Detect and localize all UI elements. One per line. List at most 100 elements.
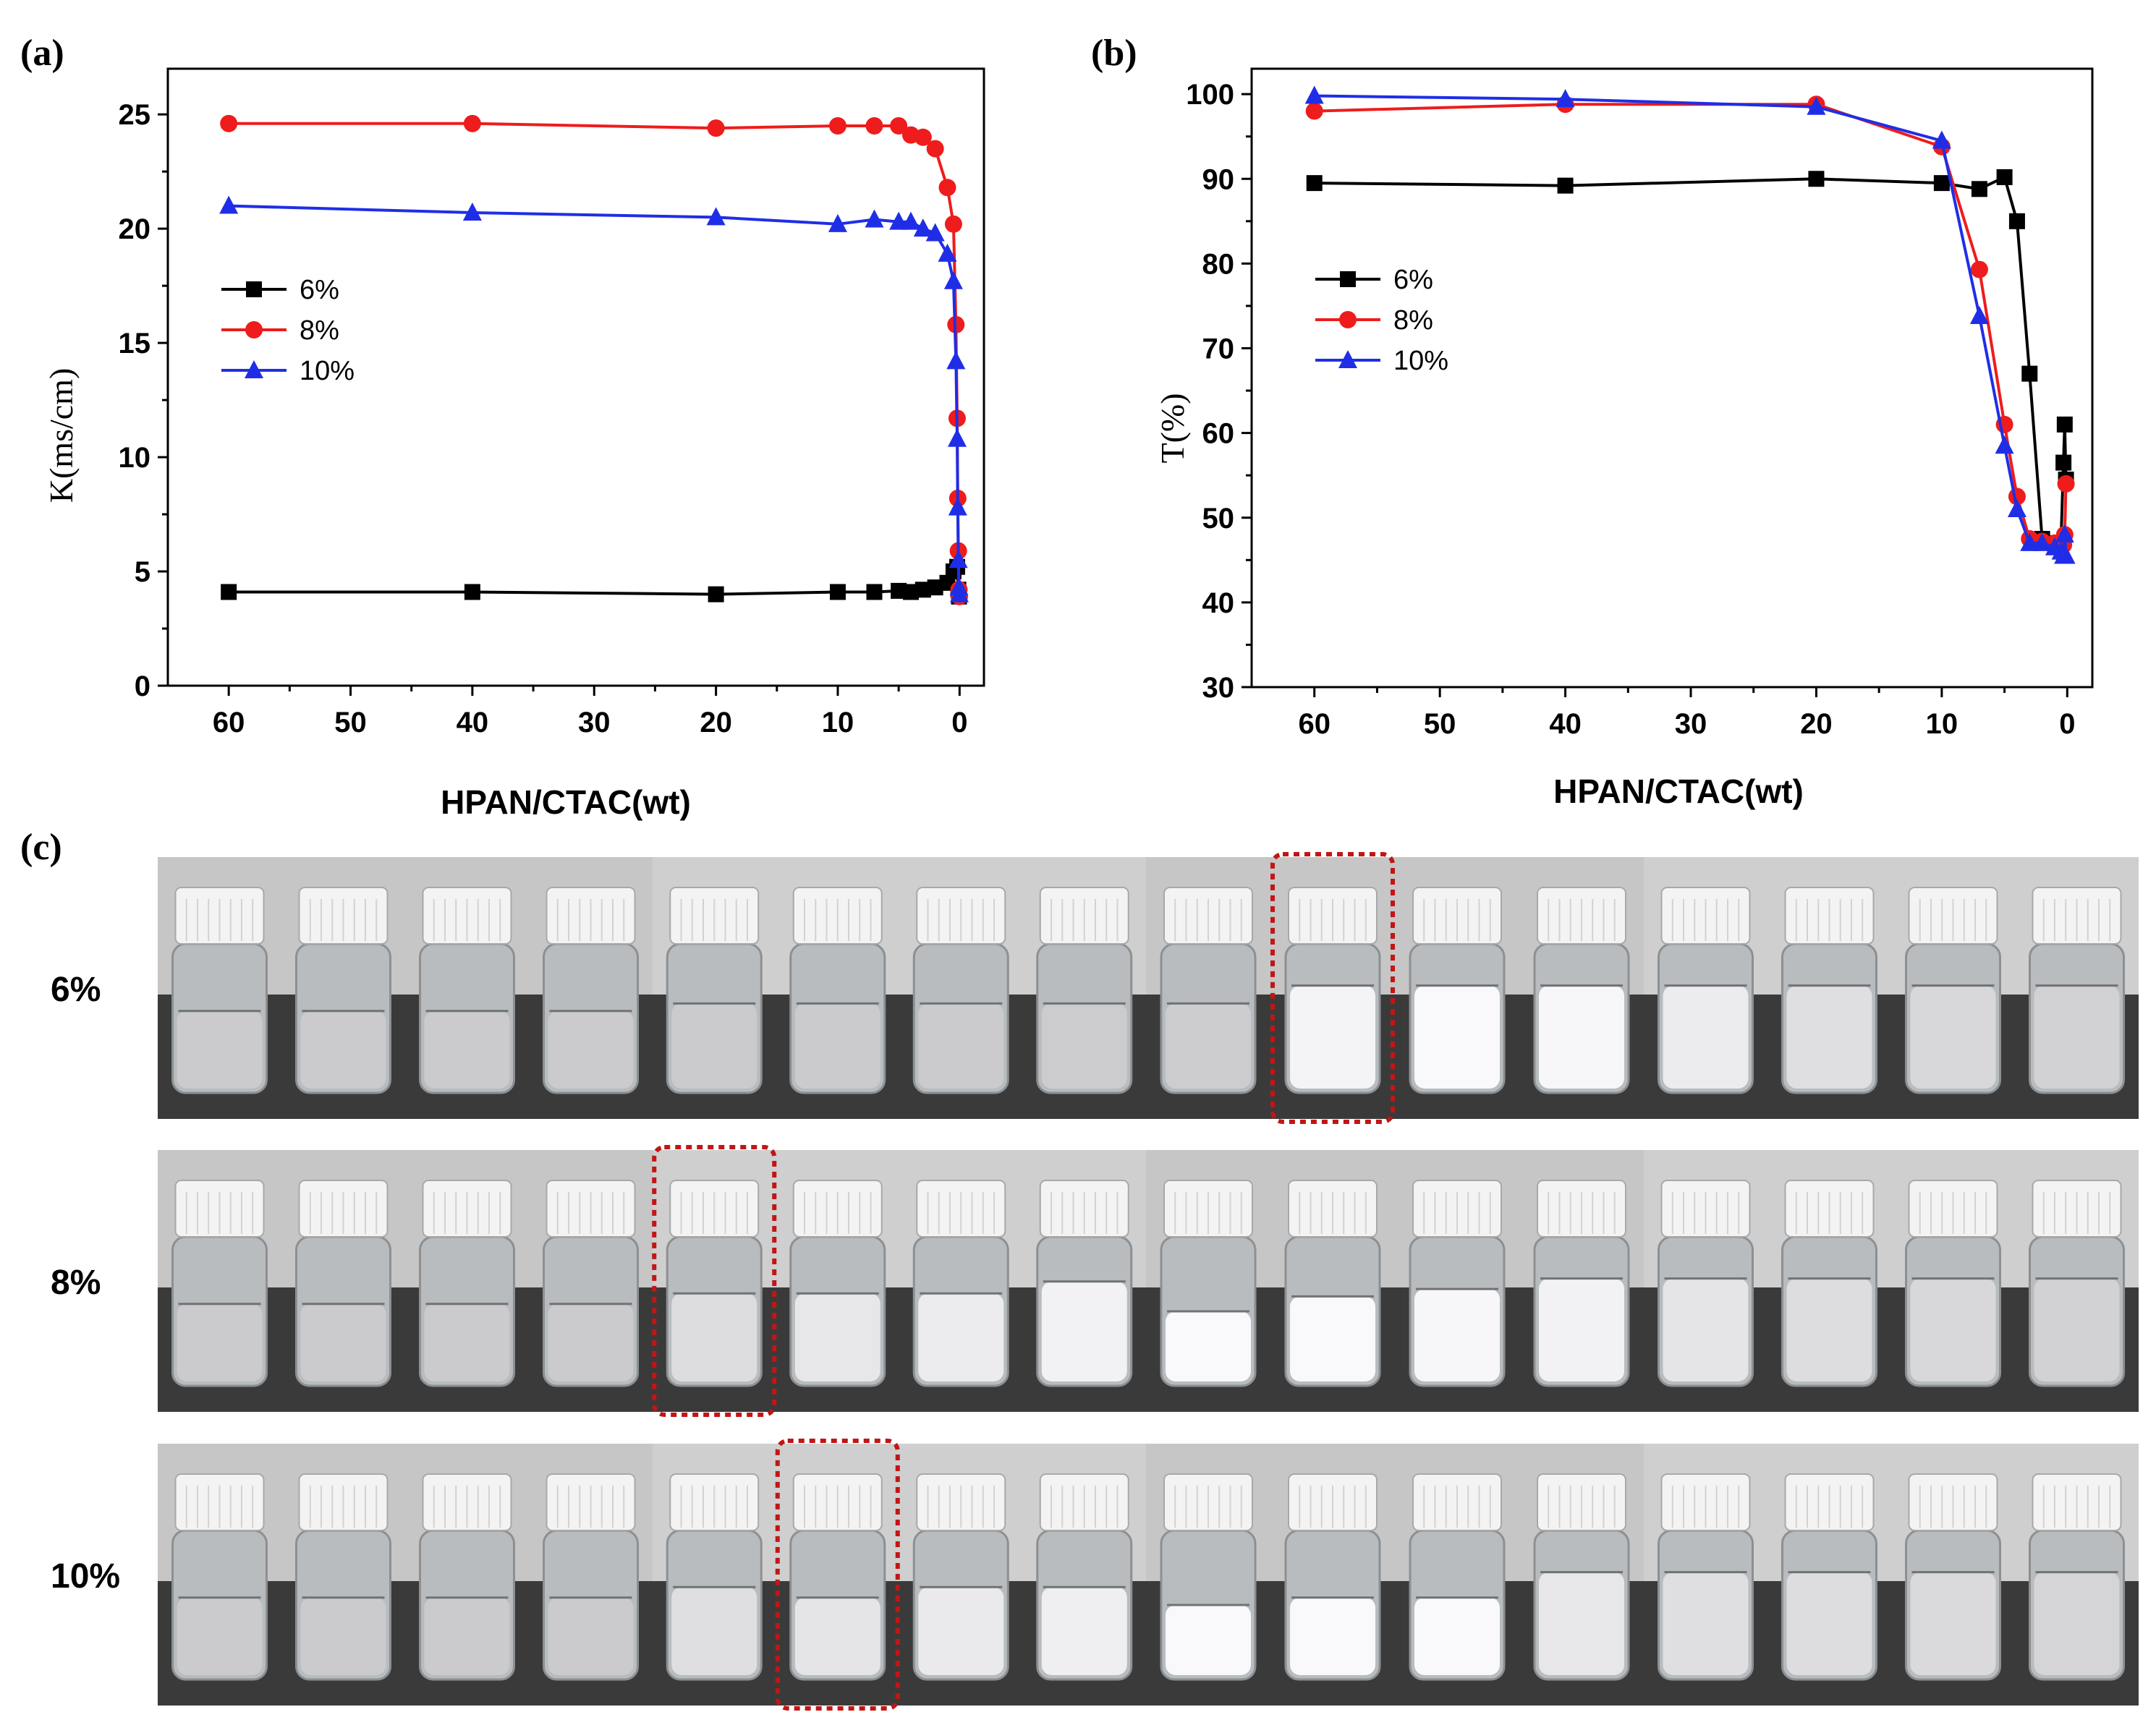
vial [1658,1180,1754,1387]
y-tick-label-b: 80 [1202,248,1235,280]
data-point-a-10% [462,203,482,221]
data-point-a-8% [707,119,725,137]
data-point-a-10% [943,271,963,289]
data-point-b-6% [2008,213,2025,229]
data-point-a-6% [891,582,907,599]
data-point-a-10% [913,218,933,237]
x-tick-label-b: 0 [2059,708,2075,740]
vial-liquid [548,1597,634,1675]
vial-liquid [1290,1597,1375,1675]
data-point-a-8% [890,116,908,135]
row-label: 6% [51,971,101,1009]
vial [1409,1473,1506,1681]
vial [1781,1473,1877,1681]
vial-liquid [1786,1278,1872,1381]
vial-liquid [1910,1572,1996,1675]
vial-liquid [1539,985,1624,1089]
vial-liquid [2034,1572,2120,1675]
vial-liquid [794,1293,880,1381]
vial [419,887,515,1094]
vial [1036,1473,1133,1681]
data-point-b-6% [1808,171,1825,187]
vial [1658,1473,1754,1681]
data-point-b-8% [2057,474,2075,493]
vial-liquid [300,1597,386,1675]
data-point-a-8% [914,128,932,146]
panel-c-label: (c) [20,827,62,868]
legend-marker-b [1339,311,1357,328]
y-tick-label-a: 15 [119,328,151,359]
vial-liquid [177,1303,263,1381]
vial [1533,887,1630,1094]
data-point-a-10% [938,243,957,262]
vial [1905,887,2001,1094]
legend-marker-a [246,281,262,297]
vial-liquid [918,1587,1004,1675]
data-point-b-6% [2056,416,2073,433]
data-point-b-8% [1305,102,1323,120]
y-tick-label-a: 0 [135,670,150,702]
data-point-a-10% [706,207,726,226]
vial [295,1473,391,1681]
y-axis-title-b: T(%) [1154,393,1191,463]
vial [1905,1180,2001,1387]
plot-frame-a [166,67,985,687]
y-tick-label-a: 25 [119,99,151,131]
vial-liquid [177,1010,263,1089]
vial-liquid [1414,1289,1500,1381]
vial-liquid [671,1003,757,1089]
series-line-a-6% [229,565,961,597]
y-tick-label-b: 90 [1202,163,1235,195]
vial-row-1: 8% [51,1145,2139,1417]
data-point-b-10% [2056,545,2076,564]
x-tick-label-b: 60 [1298,708,1330,740]
vial [666,887,763,1094]
vial-liquid [918,1003,1004,1089]
data-point-a-6% [829,584,846,600]
vial-liquid [177,1597,263,1675]
data-point-b-10% [2020,532,2040,551]
photo-panel-c: (c) 6% 8% 10% [20,827,2139,1711]
data-point-a-10% [865,209,884,228]
row-label: 10% [51,1557,120,1596]
panel-a-label: (a) [20,33,64,74]
vial [1533,1473,1630,1681]
vial-liquid [1290,1296,1375,1381]
vial [666,1473,763,1681]
data-point-a-10% [948,497,967,516]
vial [1905,1473,2001,1681]
vial [912,1473,1009,1681]
vial [789,1180,886,1387]
x-tick-label-a: 50 [334,707,367,738]
data-point-a-10% [946,351,966,370]
vial-liquid [1786,1572,1872,1675]
data-point-a-8% [944,215,962,233]
vial [912,1180,1009,1387]
y-tick-label-a: 5 [135,556,150,588]
data-point-a-8% [220,114,238,132]
vial-liquid [548,1303,634,1381]
vial [1160,1473,1257,1681]
vial-liquid [424,1597,510,1675]
vial-photo-rows: 6% 8% 10% [51,852,2139,1711]
y-tick-label-b: 60 [1202,418,1235,450]
legend-label-a: 6% [300,275,339,305]
legend-marker-b [1338,350,1357,368]
vial [171,1180,268,1387]
legend-label-b: 10% [1393,346,1448,376]
vial-liquid [1166,1311,1251,1381]
vial-liquid [2034,985,2120,1089]
vial [543,1180,639,1387]
x-tick-label-b: 10 [1926,708,1958,740]
x-tick-label-a: 40 [457,707,489,738]
vial-liquid [1414,985,1500,1089]
data-point-a-8% [926,140,944,158]
vial [1284,1180,1381,1387]
vial [1409,887,1506,1094]
legend-marker-a [245,360,263,378]
highlight-box [775,1439,900,1711]
vial [1658,887,1754,1094]
data-point-a-10% [948,550,968,569]
data-point-b-8% [1970,260,1988,278]
